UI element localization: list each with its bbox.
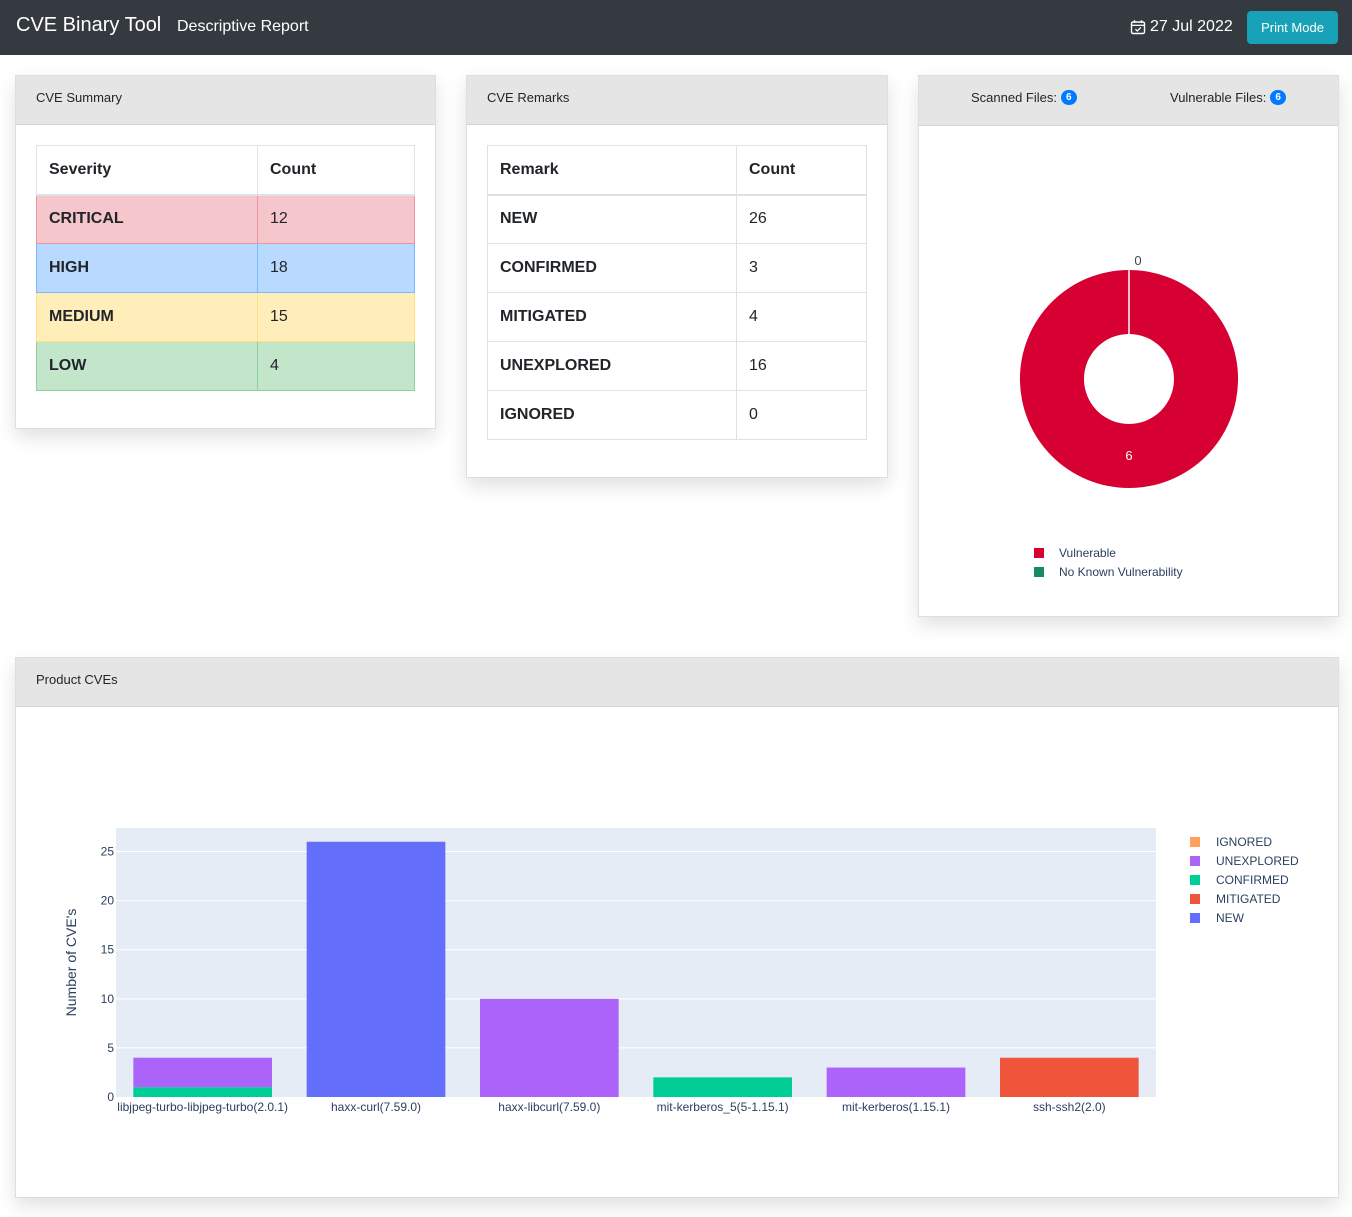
y-tick-label: 25: [101, 845, 115, 859]
y-axis-title: Number of CVE's: [63, 909, 79, 1017]
date-text: 27 Jul 2022: [1150, 18, 1233, 35]
x-tick-label: haxx-curl(7.59.0): [331, 1100, 421, 1114]
bar-mitigated[interactable]: [1000, 1057, 1139, 1097]
remark-unexplored: UNEXPLORED: [487, 341, 737, 391]
vulnerable-files-badge: 6: [1270, 90, 1286, 105]
cve-summary-header: CVE Summary: [16, 76, 435, 125]
legend-swatch[interactable]: [1034, 548, 1044, 558]
severity-high: HIGH: [36, 243, 258, 293]
y-tick-label: 20: [101, 894, 115, 908]
cve-summary-card: CVE Summary Severity Count CRITICAL 12 H…: [15, 75, 436, 429]
app-title[interactable]: CVE Binary Tool: [16, 14, 162, 36]
table-row: NEW 26: [487, 194, 867, 244]
plot-area: [116, 828, 1156, 1097]
table-row: LOW 4: [36, 341, 415, 391]
vulnerability-donut-chart: 6 0 Vulnerable No Known Vulnerability: [1019, 253, 1239, 579]
legend-swatch[interactable]: [1190, 913, 1200, 923]
vulnerable-files: Vulnerable Files: 6: [1170, 90, 1286, 105]
donut-label-vulnerable: 6: [1125, 448, 1132, 463]
severity-column-header: Severity: [36, 145, 258, 196]
navbar: CVE Binary Tool Descriptive Report 27 Ju…: [0, 0, 1352, 55]
remark-mitigated: MITIGATED: [487, 292, 737, 342]
report-subtitle: Descriptive Report: [177, 18, 309, 35]
severity-critical: CRITICAL: [36, 194, 258, 244]
legend-item-ignored[interactable]: IGNORED: [1216, 835, 1272, 849]
remark-new: NEW: [487, 194, 737, 244]
product-cves-card: Product CVEs 0 5 10 15 20 25 libjpeg-turbo-lib…: [15, 657, 1339, 1198]
remark-count: 16: [736, 341, 867, 391]
remark-count: 4: [736, 292, 867, 342]
table-row: IGNORED 0: [487, 390, 867, 440]
severity-low: LOW: [36, 341, 258, 391]
y-tick-label: 0: [107, 1090, 114, 1104]
cve-remarks-card: CVE Remarks Remark Count NEW 26 CONFIRME…: [466, 75, 888, 478]
table-row: HIGH 18: [36, 243, 415, 293]
legend-swatch[interactable]: [1190, 894, 1200, 904]
legend-swatch[interactable]: [1190, 837, 1200, 847]
bar-unexplored[interactable]: [826, 1067, 966, 1097]
bar-confirmed[interactable]: [653, 1077, 792, 1097]
legend-swatch[interactable]: [1190, 856, 1200, 866]
table-row: UNEXPLORED 16: [487, 341, 867, 391]
cve-summary-table: Severity Count CRITICAL 12 HIGH 18 MEDIU…: [36, 145, 415, 391]
table-row: CRITICAL 12: [36, 194, 415, 244]
y-tick-label: 10: [101, 992, 115, 1006]
report-date: 27 Jul 2022: [1130, 18, 1233, 36]
x-tick-label: ssh-ssh2(2.0): [1033, 1100, 1106, 1114]
x-tick-label: mit-kerberos(1.15.1): [842, 1100, 950, 1114]
calendar-check-icon: [1130, 20, 1146, 35]
severity-count: 18: [257, 243, 415, 293]
legend-swatch[interactable]: [1034, 567, 1044, 577]
y-tick-label: 5: [107, 1041, 114, 1055]
bar-unexplored[interactable]: [133, 1057, 272, 1088]
severity-medium: MEDIUM: [36, 292, 258, 342]
count-column-header: Count: [257, 145, 415, 196]
donut-label-no-known-vulnerability: 0: [1134, 253, 1141, 268]
table-row: MITIGATED 4: [487, 292, 867, 342]
legend-item-no-known-vulnerability[interactable]: No Known Vulnerability: [1059, 565, 1183, 579]
cve-remarks-table: Remark Count NEW 26 CONFIRMED 3 MITIGATE…: [487, 145, 867, 440]
files-card: Scanned Files: 6 Vulnerable Files: 6 6 0 V…: [918, 75, 1339, 617]
print-mode-button[interactable]: Print Mode: [1247, 11, 1338, 44]
legend-item-confirmed[interactable]: CONFIRMED: [1216, 873, 1289, 887]
bar-unexplored[interactable]: [480, 998, 619, 1097]
legend-item-unexplored[interactable]: UNEXPLORED: [1216, 854, 1299, 868]
severity-count: 15: [257, 292, 415, 342]
legend-swatch[interactable]: [1190, 875, 1200, 885]
legend-item-vulnerable[interactable]: Vulnerable: [1059, 546, 1116, 560]
donut-slice-vulnerable[interactable]: [1019, 270, 1239, 489]
bar-new[interactable]: [306, 841, 446, 1097]
remark-count: 26: [736, 194, 867, 244]
product-cves-bar-chart: 0 5 10 15 20 25 libjpeg-turbo-libjpeg-turbo(2.…: [63, 828, 1299, 1114]
remark-confirmed: CONFIRMED: [487, 243, 737, 293]
severity-count: 4: [257, 341, 415, 391]
x-tick-label: libjpeg-turbo-libjpeg-turbo(2.0.1): [117, 1100, 288, 1114]
remark-count: 0: [736, 390, 867, 440]
legend-item-mitigated[interactable]: MITIGATED: [1216, 892, 1281, 906]
scanned-files-badge: 6: [1061, 90, 1077, 105]
remark-ignored: IGNORED: [487, 390, 737, 440]
scanned-files: Scanned Files: 6: [971, 90, 1077, 105]
y-tick-label: 15: [101, 943, 115, 957]
product-cves-header: Product CVEs: [16, 658, 1338, 707]
legend-item-new[interactable]: NEW: [1216, 911, 1245, 925]
severity-count: 12: [257, 194, 415, 244]
cve-remarks-header: CVE Remarks: [467, 76, 887, 125]
x-tick-label: haxx-libcurl(7.59.0): [498, 1100, 600, 1114]
x-tick-label: mit-kerberos_5(5-1.15.1): [657, 1100, 789, 1114]
vulnerable-files-label: Vulnerable Files:: [1170, 90, 1267, 105]
bar-confirmed[interactable]: [133, 1087, 272, 1097]
scanned-files-label: Scanned Files:: [971, 90, 1057, 105]
remark-column-header: Remark: [487, 145, 737, 196]
table-row: CONFIRMED 3: [487, 243, 867, 293]
table-row: MEDIUM 15: [36, 292, 415, 342]
count-column-header: Count: [736, 145, 867, 196]
remark-count: 3: [736, 243, 867, 293]
files-header: Scanned Files: 6 Vulnerable Files: 6: [919, 76, 1338, 126]
